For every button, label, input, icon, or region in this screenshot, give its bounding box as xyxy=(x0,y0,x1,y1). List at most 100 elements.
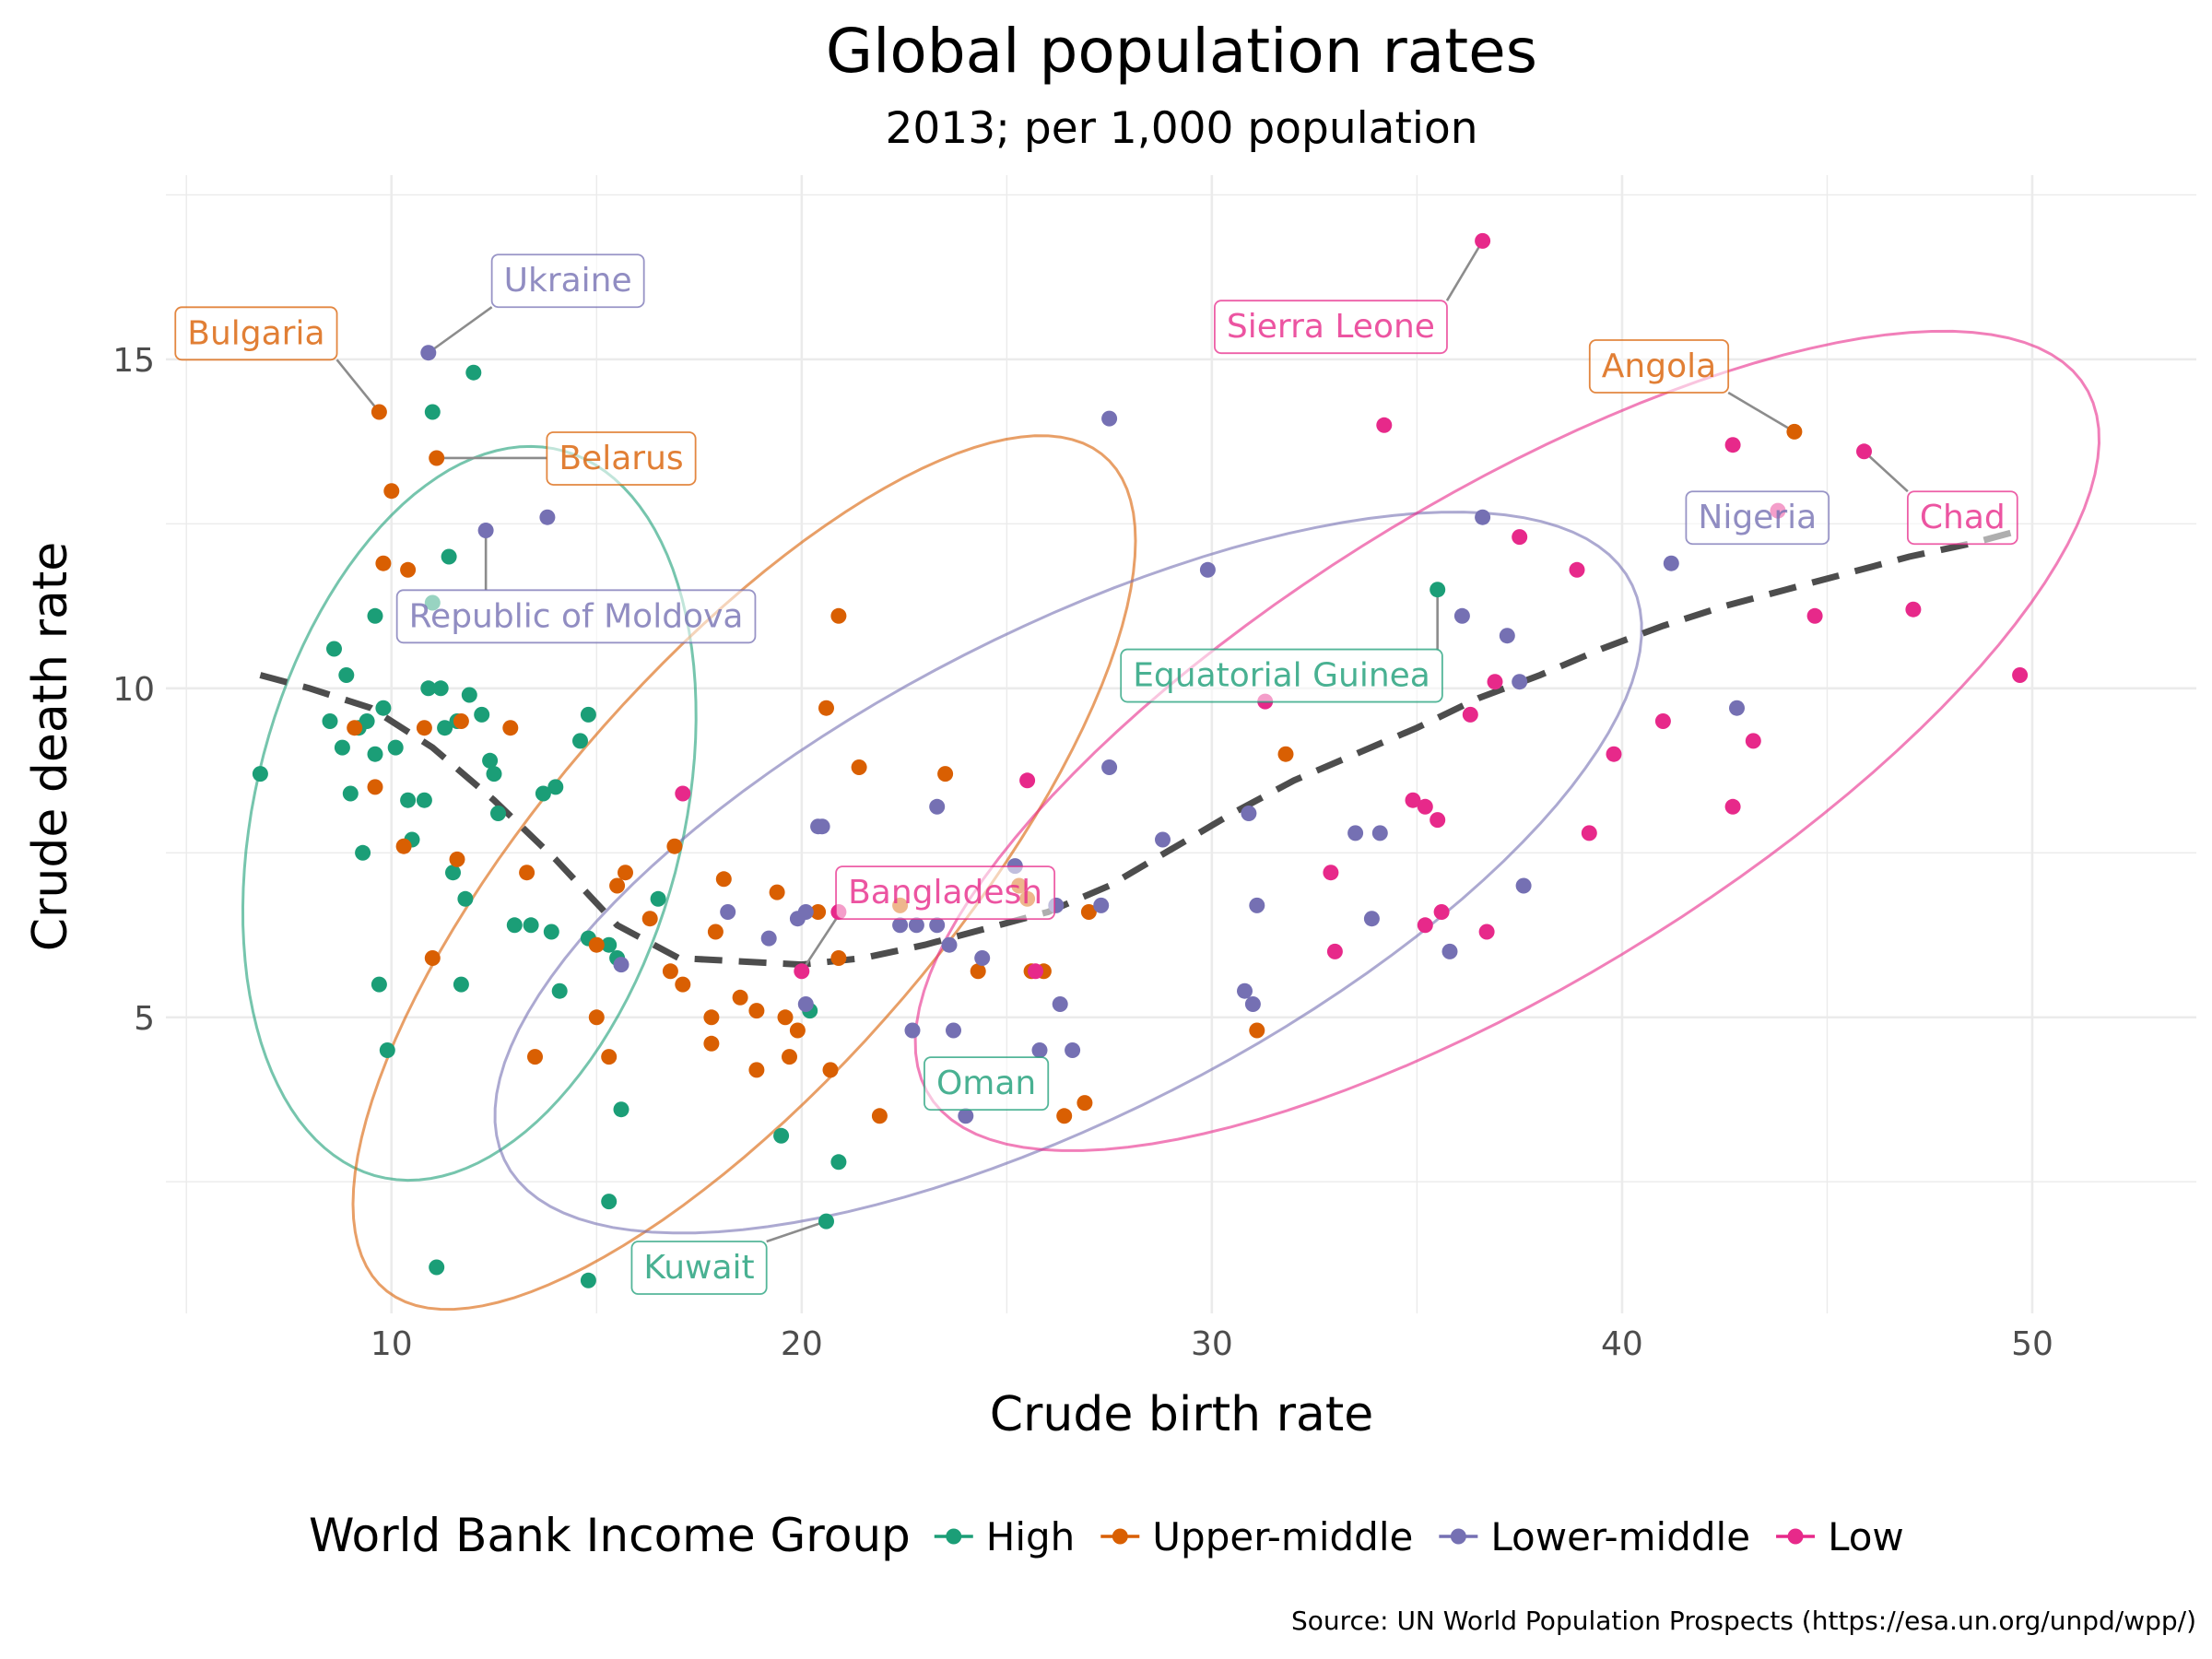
x-tick-label: 50 xyxy=(2011,1325,2053,1363)
point-upper-middle xyxy=(666,838,683,854)
point-high xyxy=(367,746,383,762)
label-box xyxy=(395,589,757,644)
point-high xyxy=(326,641,342,657)
label-bangladesh: Bangladesh xyxy=(835,865,1056,921)
label-ukraine: Ukraine xyxy=(490,253,645,309)
leader-bangladesh xyxy=(800,918,838,972)
leader-angola xyxy=(1727,391,1795,433)
point-high xyxy=(371,976,387,993)
point-lower-middle xyxy=(1363,911,1380,927)
point-low xyxy=(1433,904,1450,920)
label-republic-of-moldova: Republic of Moldova xyxy=(395,589,757,644)
point-low xyxy=(1487,674,1503,690)
point-upper-middle xyxy=(732,989,748,1006)
legend-item-low: Low xyxy=(1776,1514,1904,1559)
label-box xyxy=(924,1056,1050,1112)
point-low xyxy=(675,785,691,802)
point-high xyxy=(379,1042,395,1058)
label-angola: Angola xyxy=(1588,339,1730,394)
legend-title: World Bank Income Group xyxy=(309,1509,911,1562)
point-lower-middle xyxy=(1475,509,1491,525)
legend-label: High xyxy=(986,1514,1076,1559)
point-upper-middle xyxy=(453,713,469,729)
legend-label: Lower-middle xyxy=(1490,1514,1750,1559)
point-high xyxy=(580,706,596,723)
point-upper-middle xyxy=(416,720,432,736)
point-upper-middle xyxy=(601,1049,618,1065)
leader-sierra-leone xyxy=(1445,240,1484,301)
y-tick-label: 15 xyxy=(112,342,155,380)
point-upper-middle xyxy=(851,759,867,775)
ellipse-upper-middle xyxy=(351,434,1137,1312)
point-high xyxy=(613,1101,629,1118)
point-lower-middle xyxy=(1441,943,1458,959)
point-high xyxy=(818,1213,834,1230)
point-upper-middle xyxy=(822,1062,839,1078)
label-box xyxy=(1588,339,1730,394)
point-high xyxy=(429,1259,445,1276)
point-lower-middle xyxy=(1663,555,1679,571)
point-lower-middle xyxy=(1244,996,1261,1012)
point-lower-middle xyxy=(904,1022,921,1039)
label-box xyxy=(546,431,697,486)
legend-key-dot xyxy=(1787,1528,1804,1545)
point-upper-middle xyxy=(609,877,626,894)
point-lower-middle xyxy=(1101,410,1118,427)
label-leaders xyxy=(335,240,1909,1243)
point-low xyxy=(1019,772,1036,789)
point-high xyxy=(416,792,432,808)
x-tick-label: 40 xyxy=(1601,1325,1643,1363)
chart-title: Global population rates xyxy=(826,16,1537,87)
point-low xyxy=(2012,667,2029,683)
leader-ukraine xyxy=(428,306,493,354)
point-lower-middle xyxy=(1499,628,1515,644)
x-tick-label: 10 xyxy=(371,1325,413,1363)
point-low xyxy=(1606,746,1622,762)
point-low xyxy=(794,963,810,980)
point-low xyxy=(1724,437,1741,453)
point-low xyxy=(1475,232,1491,249)
label-text: Chad xyxy=(1920,499,2006,536)
point-upper-middle xyxy=(371,404,387,420)
point-upper-middle xyxy=(675,976,691,993)
point-lower-middle xyxy=(420,345,437,361)
label-text: Nigeria xyxy=(1698,499,1817,536)
label-equatorial-guinea: Equatorial Guinea xyxy=(1120,648,1443,703)
point-low xyxy=(1417,917,1433,934)
point-upper-middle xyxy=(502,720,519,736)
label-text: Equatorial Guinea xyxy=(1133,657,1430,695)
point-low xyxy=(1856,443,1872,460)
point-upper-middle xyxy=(748,1003,765,1019)
point-lower-middle xyxy=(941,936,958,953)
point-upper-middle xyxy=(703,1035,720,1052)
point-upper-middle xyxy=(1056,1108,1073,1124)
point-low xyxy=(1405,792,1421,808)
point-low xyxy=(1806,607,1823,624)
trend xyxy=(259,527,2021,969)
label-box xyxy=(835,865,1056,921)
point-low xyxy=(1462,706,1478,723)
point-upper-middle xyxy=(810,904,827,920)
label-box xyxy=(630,1241,768,1295)
label-box xyxy=(1120,648,1443,703)
point-lower-middle xyxy=(477,523,494,538)
point-lower-middle xyxy=(1249,897,1265,913)
ellipse-lower-middle xyxy=(493,511,1643,1235)
point-lower-middle xyxy=(539,509,556,525)
point-high xyxy=(457,890,474,907)
point-high xyxy=(490,806,506,821)
point-high xyxy=(543,924,559,940)
label-belarus: Belarus xyxy=(546,431,697,486)
point-high xyxy=(334,739,350,756)
point-high xyxy=(1430,582,1446,598)
data-points xyxy=(252,232,2029,1288)
point-lower-middle xyxy=(1512,674,1528,690)
point-lower-middle xyxy=(892,917,909,934)
point-upper-middle xyxy=(818,700,834,716)
point-high xyxy=(506,917,523,934)
point-lower-middle xyxy=(946,1022,961,1039)
point-lower-middle xyxy=(1371,825,1388,841)
point-lower-middle xyxy=(974,950,991,966)
x-tick-label: 20 xyxy=(781,1325,823,1363)
point-low xyxy=(1430,812,1446,829)
